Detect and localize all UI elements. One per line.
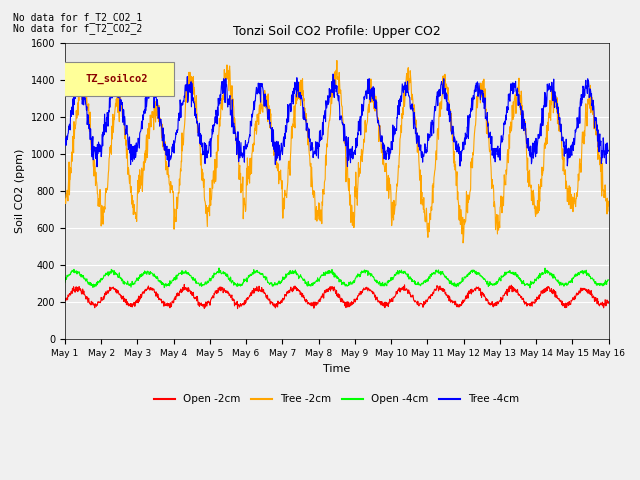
Text: No data for f_T2_CO2_1: No data for f_T2_CO2_1 bbox=[13, 12, 142, 23]
X-axis label: Time: Time bbox=[323, 364, 350, 374]
Text: No data for f_T2_CO2_2: No data for f_T2_CO2_2 bbox=[13, 23, 142, 34]
Text: TZ_soilco2: TZ_soilco2 bbox=[85, 74, 148, 84]
Title: Tonzi Soil CO2 Profile: Upper CO2: Tonzi Soil CO2 Profile: Upper CO2 bbox=[233, 24, 440, 37]
Y-axis label: Soil CO2 (ppm): Soil CO2 (ppm) bbox=[15, 149, 25, 233]
Legend: Open -2cm, Tree -2cm, Open -4cm, Tree -4cm: Open -2cm, Tree -2cm, Open -4cm, Tree -4… bbox=[150, 390, 524, 408]
FancyBboxPatch shape bbox=[60, 62, 173, 96]
